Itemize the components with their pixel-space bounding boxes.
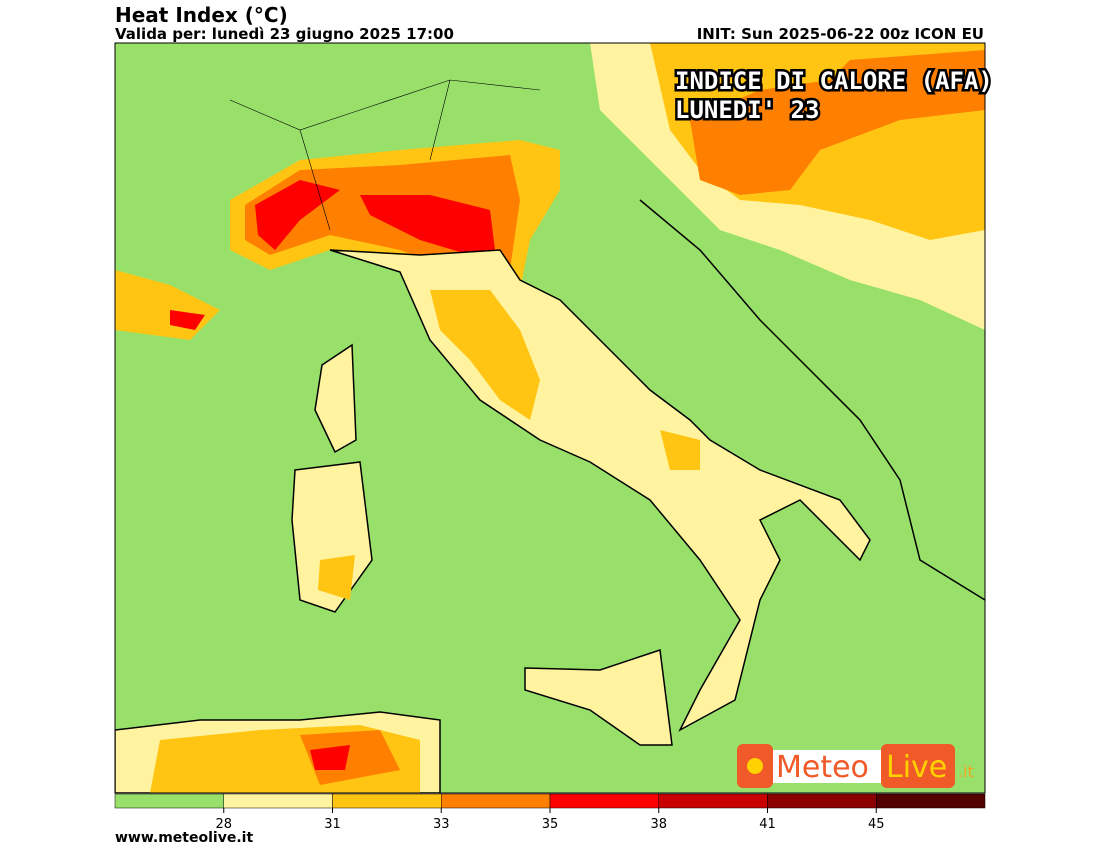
logo: Meteo Live .it: [737, 744, 974, 788]
overlay-line1: INDICE DI CALORE (AFA): [675, 67, 993, 95]
logo-text: Live: [886, 750, 947, 785]
subtitle: Valida per: lunedì 23 giugno 2025 17:00: [115, 25, 454, 43]
colorbar-tick-label: 31: [324, 817, 341, 832]
colorbar-segment: [658, 793, 768, 809]
logo-live-box: [881, 744, 955, 788]
colorbar-segment: [332, 793, 442, 809]
colorbar: 28 31 33 35 38 41 45: [114, 793, 986, 832]
logo-sun: [747, 758, 763, 774]
logo-text: Meteo: [776, 750, 869, 785]
colorbar-segment: [767, 793, 877, 809]
logo-box: [773, 750, 881, 783]
footer-url: www.meteolive.it: [115, 830, 253, 846]
colorbar-segment: [876, 793, 986, 809]
init-text: INIT: Sun 2025-06-22 00z ICON EU: [697, 25, 984, 43]
title: Heat Index (°C): [115, 3, 288, 27]
colorbar-segment: [114, 793, 224, 809]
colorbar-tick-label: 35: [542, 817, 559, 832]
colorbar-tick-label: 41: [759, 817, 776, 832]
colorbar-tick-label: 28: [215, 817, 232, 832]
colorbar-tick-label: 33: [433, 817, 450, 832]
colorbar-tick-label: 45: [868, 817, 885, 832]
colorbar-tick-label: 38: [650, 817, 667, 832]
logo-text: .it: [958, 762, 974, 781]
colorbar-segment: [549, 793, 659, 809]
colorbar-segment: [223, 793, 333, 809]
map: [114, 42, 986, 794]
colorbar-segment: [441, 793, 551, 809]
overlay-line2: LUNEDI' 23: [675, 96, 820, 124]
